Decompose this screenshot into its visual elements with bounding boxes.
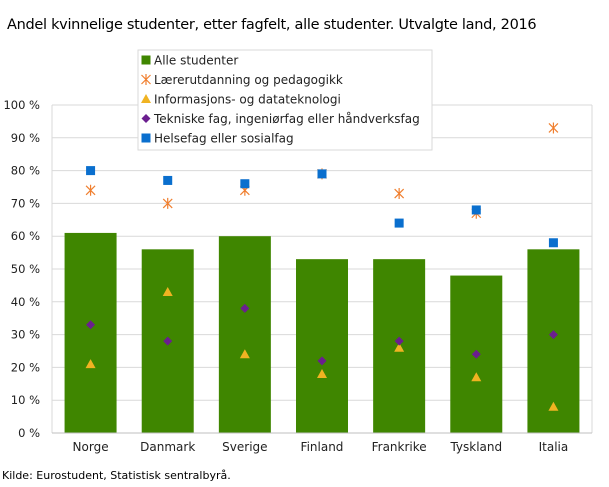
legend-marker (141, 94, 151, 103)
x-tick-label: Finland (301, 440, 344, 454)
point-series1-norge (85, 184, 96, 196)
point-series4-sverige (240, 179, 250, 189)
point-series2-frankrike (394, 342, 405, 352)
legend-marker (141, 55, 151, 65)
legend-box (137, 49, 433, 151)
point-series3-sverige (240, 303, 250, 313)
point-series4-norge (86, 166, 96, 176)
legend-label: Tekniske fag, ingeniørfag eller håndverk… (153, 112, 420, 126)
y-tick-label: 50 % (11, 262, 40, 276)
x-tick-label: Danmark (140, 440, 195, 454)
x-tick-label: Norge (73, 440, 109, 454)
point-series2-finland (317, 368, 327, 378)
point-series4-danmark (163, 175, 173, 185)
point-series2-italia (548, 401, 559, 411)
y-tick-label: 10 % (11, 393, 40, 407)
point-series4-frankrike (394, 218, 404, 228)
bar-finland (296, 259, 348, 433)
legend-label: Lærerutdanning og pedagogikk (154, 73, 343, 87)
x-tick-label: Sverige (222, 440, 267, 454)
chart-title: Andel kvinnelige studenter, etter fagfel… (7, 17, 537, 33)
legend: Alle studenter Lærerutdanning og pedagogi… (137, 49, 433, 151)
source-note: Kilde: Eurostudent, Statistisk sentralby… (2, 469, 231, 482)
legend-label: Informasjons- og datateknologi (154, 93, 341, 107)
y-tick-label: 60 % (11, 229, 40, 243)
y-tick-label: 0 % (18, 426, 40, 440)
point-series4-italia (548, 238, 558, 248)
y-tick-label: 90 % (11, 131, 40, 145)
x-tick-label: Frankrike (372, 440, 427, 454)
point-series1-italia (548, 122, 559, 134)
y-tick-label: 100 % (3, 98, 40, 112)
point-series4-finland (317, 169, 327, 179)
point-series2-danmark (162, 286, 173, 296)
point-series3-danmark (163, 336, 173, 346)
legend-label: Alle studenter (154, 54, 238, 68)
y-tick-label: 70 % (11, 196, 40, 210)
point-series2-sverige (239, 349, 250, 359)
x-tick-label: Italia (539, 440, 569, 454)
point-series3-finland (317, 356, 327, 366)
point-series3-tyskland (471, 349, 481, 359)
point-series3-frankrike (394, 336, 404, 346)
point-series3-italia (548, 330, 558, 340)
legend-marker (141, 74, 151, 85)
point-series4-tyskland (471, 205, 481, 215)
legend-marker (141, 114, 151, 123)
y-tick-label: 30 % (11, 328, 40, 342)
bar-sverige (218, 236, 271, 433)
bar-norge (64, 232, 117, 433)
legend-label: Helsefag eller sosialfag (154, 132, 294, 146)
y-tick-label: 20 % (11, 360, 40, 374)
legend-marker (141, 133, 151, 143)
x-tick-label: Tyskland (449, 440, 502, 454)
point-series1-frankrike (394, 188, 405, 200)
point-series2-norge (85, 359, 96, 369)
y-tick-label: 40 % (11, 295, 40, 309)
point-series2-tyskland (471, 372, 482, 382)
y-tick-label: 80 % (11, 164, 40, 178)
point-series3-norge (86, 320, 96, 330)
point-series1-danmark (162, 197, 173, 209)
